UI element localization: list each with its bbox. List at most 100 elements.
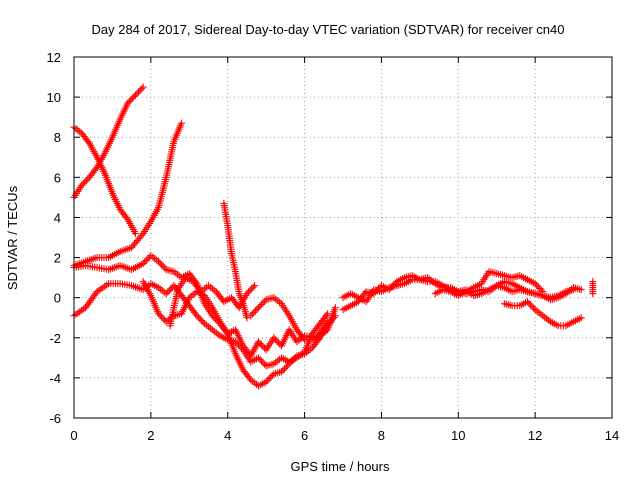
data-point: [195, 313, 203, 321]
data-point: [258, 341, 266, 349]
data-point: [254, 304, 262, 312]
data-point: [141, 258, 149, 266]
data-point: [278, 368, 286, 376]
data-point: [131, 91, 139, 99]
data-point: [530, 304, 538, 312]
x-tick-label: 2: [147, 428, 154, 443]
x-tick-label: 14: [605, 428, 619, 443]
series-arc-13: [500, 298, 585, 330]
series-arc-9: [247, 294, 339, 344]
chart-title: Day 284 of 2017, Sidereal Day-to-day VTE…: [91, 22, 564, 37]
grid: [74, 57, 612, 418]
y-tick-label: -4: [49, 371, 61, 386]
data-point: [262, 378, 270, 386]
data-point: [287, 358, 295, 366]
data-point: [133, 90, 141, 98]
data-point: [198, 317, 206, 325]
data-point: [84, 300, 92, 308]
data-point: [165, 286, 173, 294]
data-point: [124, 99, 132, 107]
x-tick-label: 4: [224, 428, 231, 443]
data-point: [132, 238, 140, 246]
data-point: [135, 235, 143, 243]
data-point: [136, 86, 144, 94]
data-point: [92, 289, 100, 297]
data-point: [131, 229, 139, 237]
data-point: [79, 180, 87, 188]
data-point: [577, 286, 585, 294]
data-point: [138, 85, 146, 93]
data-point: [159, 315, 167, 323]
data-point: [371, 288, 379, 296]
data-point: [281, 365, 289, 373]
data-point: [251, 282, 259, 290]
data-point: [243, 314, 251, 322]
data-point: [158, 313, 166, 321]
data-point: [261, 360, 269, 368]
data-point: [248, 285, 256, 293]
data-point: [251, 307, 259, 315]
data-point: [144, 255, 152, 263]
data-point: [133, 237, 141, 245]
data-point: [128, 94, 136, 102]
y-tick-label: 2: [54, 251, 61, 266]
data-point: [247, 312, 255, 320]
y-tick-label: 8: [54, 130, 61, 145]
data-point: [282, 363, 290, 371]
data-point: [285, 360, 293, 368]
data-point: [90, 291, 98, 299]
data-point: [92, 165, 100, 173]
data-point: [322, 311, 330, 319]
data-point: [139, 83, 147, 91]
data-point: [264, 376, 272, 384]
data-point: [78, 181, 86, 189]
data-point: [534, 283, 542, 291]
series-arc-4: [70, 252, 332, 360]
series-arc-3: [70, 119, 186, 270]
data-point: [88, 295, 96, 303]
series-arc-2: [70, 123, 139, 237]
data-point: [265, 375, 273, 383]
x-tick-label: 6: [301, 428, 308, 443]
data-point: [87, 297, 95, 305]
data-point: [196, 315, 204, 323]
data-point: [256, 302, 264, 310]
data-point: [577, 314, 585, 322]
data-point: [129, 242, 137, 250]
x-axis-label: GPS time / hours: [291, 459, 390, 474]
series-arc-14: [589, 278, 597, 298]
data-point: [299, 334, 307, 342]
data-point: [259, 343, 267, 351]
data-point: [234, 341, 242, 349]
data-point: [82, 304, 90, 312]
data-point: [131, 240, 139, 248]
data-point: [159, 262, 167, 270]
data-point: [288, 357, 296, 365]
data-series: [70, 83, 597, 390]
data-point: [123, 214, 131, 222]
data-point: [249, 283, 257, 291]
data-point: [259, 299, 267, 307]
data-point: [361, 289, 369, 297]
data-point: [243, 290, 251, 298]
data-point: [385, 286, 393, 294]
data-point: [164, 288, 172, 296]
data-point: [254, 338, 262, 346]
data-point: [142, 256, 150, 264]
data-point: [254, 354, 262, 362]
data-point: [136, 233, 144, 241]
data-point: [525, 299, 533, 307]
data-point: [248, 310, 256, 318]
data-point: [284, 361, 292, 369]
data-point: [178, 119, 186, 127]
data-point: [89, 293, 97, 301]
y-tick-label: -6: [49, 411, 61, 426]
data-point: [250, 309, 258, 317]
data-point: [527, 301, 535, 309]
data-point: [84, 138, 92, 146]
data-point: [390, 281, 398, 289]
data-point: [244, 288, 252, 296]
series-arc-12: [431, 268, 547, 300]
data-point: [125, 98, 133, 106]
data-point: [270, 334, 278, 342]
